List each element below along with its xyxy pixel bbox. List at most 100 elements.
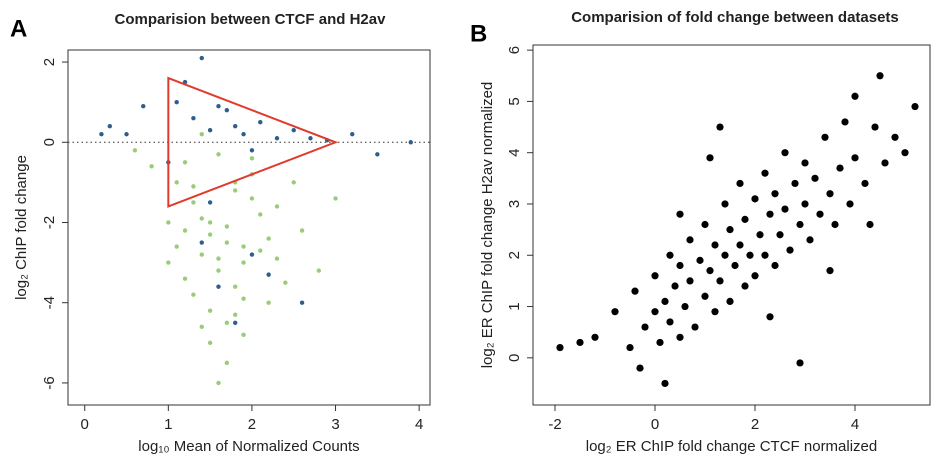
x-axis-label: log₂ ER ChIP fold change CTCF normalized <box>586 438 878 455</box>
point <box>141 103 146 109</box>
point <box>741 282 749 290</box>
point <box>681 302 689 311</box>
point <box>826 267 834 275</box>
point <box>233 188 238 193</box>
point <box>182 228 188 233</box>
point <box>831 220 839 229</box>
point <box>721 200 729 208</box>
point <box>626 343 634 352</box>
point <box>258 248 263 253</box>
point <box>174 244 179 249</box>
point <box>107 124 113 129</box>
point <box>651 272 659 280</box>
point <box>746 251 754 259</box>
plot-frame <box>67 49 431 406</box>
chart-title: Comparision of fold change between datas… <box>571 9 899 26</box>
point <box>861 179 869 188</box>
point <box>207 220 213 225</box>
point <box>308 136 313 141</box>
point <box>726 297 734 306</box>
point <box>274 136 280 141</box>
point <box>766 210 774 218</box>
point <box>207 340 213 346</box>
point <box>706 154 714 162</box>
point <box>891 133 899 141</box>
point <box>736 241 744 249</box>
triangle-annotation <box>167 76 339 208</box>
y-tick-label: 1 <box>506 302 523 310</box>
y-tick-label: 5 <box>506 97 523 105</box>
point <box>224 107 230 113</box>
point <box>258 212 263 217</box>
point <box>761 169 769 177</box>
point <box>711 241 719 249</box>
y-tick-label: -6 <box>41 376 58 389</box>
point <box>666 251 674 259</box>
point <box>741 215 749 223</box>
point <box>791 179 799 188</box>
point <box>408 140 413 145</box>
point <box>316 268 322 273</box>
point <box>191 200 196 205</box>
point <box>761 251 769 259</box>
x-tick-label: 2 <box>751 416 759 433</box>
point <box>182 160 188 165</box>
point <box>811 174 819 182</box>
point <box>258 120 263 125</box>
point <box>866 220 874 229</box>
point <box>132 148 138 153</box>
point <box>801 200 809 208</box>
point <box>191 184 196 189</box>
x-tick-label: 4 <box>415 416 423 433</box>
point <box>216 284 221 289</box>
x-tick-label: 0 <box>81 416 89 433</box>
point <box>876 72 884 80</box>
x-tick-label: 1 <box>164 416 172 433</box>
point <box>274 256 280 261</box>
point <box>174 180 179 185</box>
point <box>249 252 255 257</box>
point <box>149 164 154 169</box>
point <box>166 260 171 265</box>
point <box>299 300 305 305</box>
plot-frame <box>532 44 931 406</box>
panel-label: A <box>10 15 27 42</box>
point <box>781 149 789 157</box>
point <box>691 323 699 331</box>
point <box>686 277 694 285</box>
point <box>241 244 246 249</box>
point <box>199 252 204 257</box>
x-tick-label: 4 <box>851 416 859 433</box>
point <box>716 277 724 285</box>
point <box>611 308 619 316</box>
y-axis-label: log₂ ER ChIP fold change H2av normalized <box>479 82 496 369</box>
point <box>216 380 221 386</box>
point <box>786 246 794 254</box>
point <box>241 296 246 301</box>
point <box>291 180 296 185</box>
point <box>756 231 764 239</box>
point <box>174 99 179 105</box>
point <box>676 333 684 341</box>
point <box>676 261 684 270</box>
y-tick-label: 0 <box>506 354 523 362</box>
point <box>207 200 213 205</box>
point <box>216 103 221 109</box>
point <box>283 280 288 285</box>
y-tick-label: 2 <box>41 58 58 66</box>
y-axis-label: log₂ ChIP fold change <box>13 155 30 300</box>
point <box>771 190 779 198</box>
point <box>751 272 759 280</box>
point <box>216 152 221 157</box>
point <box>716 123 724 131</box>
point <box>182 276 188 281</box>
point <box>224 320 230 325</box>
point <box>233 312 238 317</box>
point <box>199 324 204 329</box>
point <box>686 236 694 244</box>
point <box>661 297 669 306</box>
y-tick-label: 2 <box>506 251 523 259</box>
point <box>911 102 919 111</box>
point <box>216 256 221 261</box>
point <box>591 333 599 341</box>
